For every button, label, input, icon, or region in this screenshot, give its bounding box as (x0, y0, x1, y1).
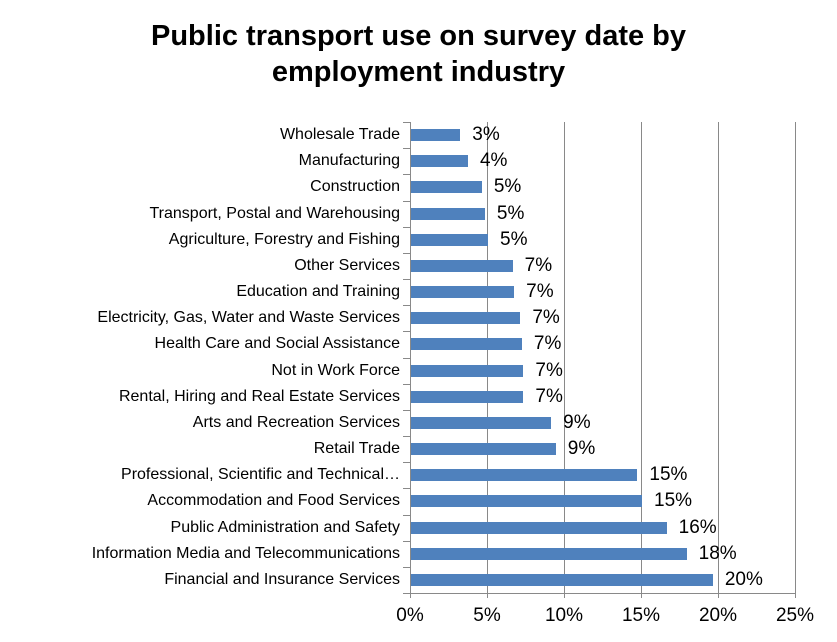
y-axis-tick (403, 279, 410, 280)
category-label: Manufacturing (298, 152, 400, 170)
bar (411, 181, 482, 194)
data-label: 15% (654, 490, 693, 512)
bar (411, 390, 524, 403)
bar (411, 416, 552, 429)
category-label: Retail Trade (313, 440, 400, 457)
gridline (795, 122, 796, 593)
data-label: 7% (526, 281, 554, 302)
bar (411, 547, 687, 560)
gridline (718, 122, 719, 593)
category-label: Agriculture, Forestry and Fishing (168, 230, 400, 248)
category-label: Other Services (294, 256, 400, 274)
x-axis-tick-label: 25% (775, 605, 815, 626)
bar (411, 469, 638, 482)
chart-title-line2: employment industry (271, 56, 566, 88)
bar (411, 129, 461, 142)
category-label: Professional, Scientific and Technical… (121, 466, 400, 484)
x-axis-line (410, 593, 796, 594)
y-axis-tick (403, 383, 410, 385)
category-label: Public Administration and Safety (170, 518, 400, 536)
category-label: Health Care and Social Assistance (154, 335, 400, 353)
bar (411, 233, 488, 246)
data-label: 3% (472, 124, 500, 145)
bar (411, 259, 513, 272)
bar (411, 286, 515, 299)
gridline (564, 122, 565, 593)
x-axis-tick (487, 593, 488, 598)
x-axis-tick-label: 5% (473, 605, 501, 626)
y-axis-tick (403, 226, 410, 228)
x-axis-tick-label: 10% (544, 605, 584, 626)
x-axis-tick (564, 593, 565, 598)
data-label: 16% (678, 516, 717, 538)
x-axis-tick (795, 593, 796, 598)
data-label: 9% (563, 411, 591, 433)
bar (411, 495, 642, 508)
x-axis-tick-label: 20% (698, 605, 738, 626)
category-label: Information Media and Telecommunications (91, 544, 400, 562)
category-label: Wholesale Trade (279, 126, 400, 143)
bar (411, 338, 522, 351)
data-label: 7% (532, 307, 560, 329)
category-label: Accommodation and Food Services (147, 492, 400, 510)
data-label: 5% (500, 228, 528, 250)
data-label: 7% (524, 254, 553, 276)
y-axis-tick (403, 174, 410, 176)
data-label: 9% (567, 438, 596, 459)
y-axis-tick (403, 593, 410, 594)
bar (411, 364, 524, 377)
chart-title-line1: Public transport use on survey date by (150, 20, 687, 52)
category-label: Education and Training (236, 283, 400, 300)
data-label: 4% (479, 150, 508, 172)
data-label: 7% (533, 333, 562, 355)
category-label: Not in Work Force (271, 361, 400, 379)
x-axis-tick-label: 0% (396, 605, 424, 626)
y-axis-tick (403, 252, 410, 254)
data-label: 5% (493, 176, 522, 198)
bar (411, 443, 556, 456)
category-label: Transport, Postal and Warehousing (149, 204, 401, 222)
x-axis-tick (641, 593, 642, 598)
y-axis-tick (403, 122, 410, 123)
category-label: Electricity, Gas, Water and Waste Servic… (97, 309, 400, 327)
data-label: 5% (496, 202, 525, 224)
data-label: 15% (649, 464, 688, 486)
y-axis-tick (403, 409, 410, 411)
y-axis-tick (403, 566, 410, 568)
y-axis-tick (403, 462, 410, 464)
y-axis-tick (403, 200, 410, 202)
bar (411, 207, 485, 220)
category-label: Rental, Hiring and Real Estate Services (118, 387, 400, 405)
y-axis-tick (403, 540, 410, 542)
y-axis-tick (403, 357, 410, 359)
chart-title: Public transport use on survey date by e… (0, 18, 837, 90)
bar (411, 155, 468, 168)
data-label: 20% (724, 568, 763, 590)
gridline (641, 122, 642, 593)
y-axis-tick (403, 436, 410, 437)
y-axis-tick (403, 514, 410, 516)
category-label: Construction (310, 178, 400, 196)
x-axis-tick-label: 15% (621, 605, 661, 626)
category-label: Arts and Recreation Services (192, 413, 400, 431)
y-axis-tick (403, 331, 410, 333)
bar (411, 521, 667, 534)
bar (411, 573, 713, 586)
x-axis-tick (718, 593, 719, 598)
category-label: Financial and Insurance Services (164, 570, 400, 588)
data-label: 7% (535, 359, 563, 381)
y-axis-tick (403, 488, 410, 490)
data-label: 7% (535, 385, 563, 407)
gridline (487, 122, 488, 593)
bar (411, 312, 521, 325)
y-axis-line (410, 122, 411, 593)
x-axis-tick (410, 593, 411, 598)
y-axis-tick (403, 148, 410, 150)
y-axis-tick (403, 305, 410, 307)
data-label: 18% (698, 542, 737, 564)
